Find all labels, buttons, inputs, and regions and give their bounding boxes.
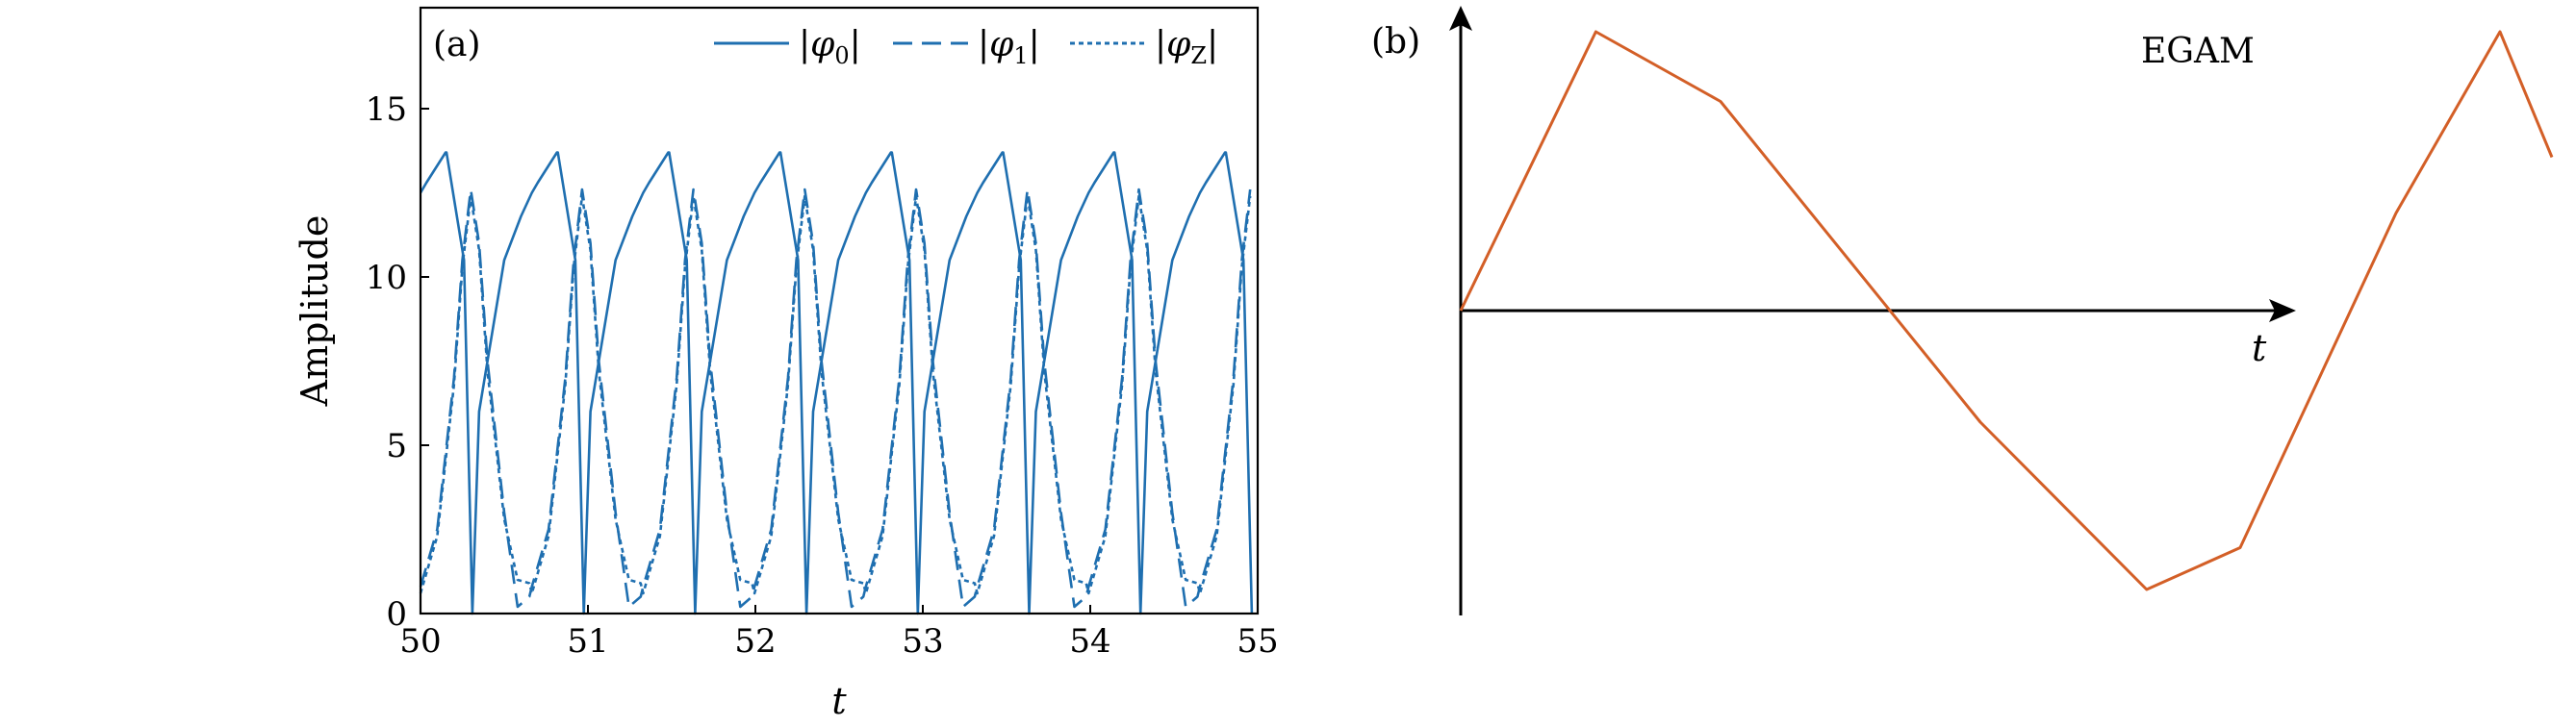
series-line-phiZ	[419, 194, 1252, 595]
legend: |φ0| |φ1| |φZ|	[714, 25, 1218, 69]
panel-a-y-axis-title: Amplitude	[293, 215, 336, 408]
panel-b-x-axis-title: t	[2252, 327, 2267, 369]
y-tick-label: 5	[386, 427, 407, 465]
y-tick-label: 10	[366, 259, 407, 297]
legend-entry-phiZ: |φZ|	[1070, 25, 1218, 69]
panel-a-x-ticks: 50 51 52 53 54 55	[399, 605, 1279, 661]
legend-entry-phi1: |φ1|	[893, 25, 1040, 69]
x-tick-label: 55	[1237, 622, 1278, 661]
panel-b: (b) t EGAM	[1371, 6, 2554, 615]
x-tick-label: 50	[399, 622, 441, 661]
panel-b-curves	[1459, 30, 2554, 591]
y-tick-label: 15	[366, 90, 407, 129]
x-tick-label: 53	[902, 622, 943, 661]
panel-a-label: (a)	[433, 25, 481, 64]
legend-label-phi0: |φ0|	[799, 25, 861, 69]
panel-a-x-axis-title: t	[831, 680, 847, 722]
panel-a: 50 51 52 53 54 55 0 5 10 15 (a) |φ0| |φ1| |φZ| t…	[293, 6, 1279, 722]
series-line-phi1	[419, 188, 1252, 609]
egam-curve-label: EGAM	[2141, 32, 2255, 71]
x-tick-label: 52	[734, 622, 776, 661]
panel-a-y-ticks: 0 5 10 15	[366, 90, 429, 634]
panel-b-label: (b)	[1371, 22, 1420, 62]
legend-label-phiZ: |φZ|	[1155, 25, 1218, 69]
panel-b-x-axis-arrow	[2269, 299, 2296, 322]
panel-b-y-axis-arrow	[1449, 6, 1472, 31]
legend-entry-phi0: |φ0|	[714, 25, 861, 69]
y-tick-label: 0	[386, 595, 407, 634]
panel-a-curves	[419, 151, 1254, 615]
x-tick-label: 51	[567, 622, 608, 661]
series-line-phi0	[419, 151, 1254, 615]
panel-a-frame	[419, 6, 1260, 615]
x-tick-label: 54	[1069, 622, 1110, 661]
legend-label-phi1: |φ1|	[978, 25, 1040, 69]
egam-curve	[1459, 30, 2554, 591]
